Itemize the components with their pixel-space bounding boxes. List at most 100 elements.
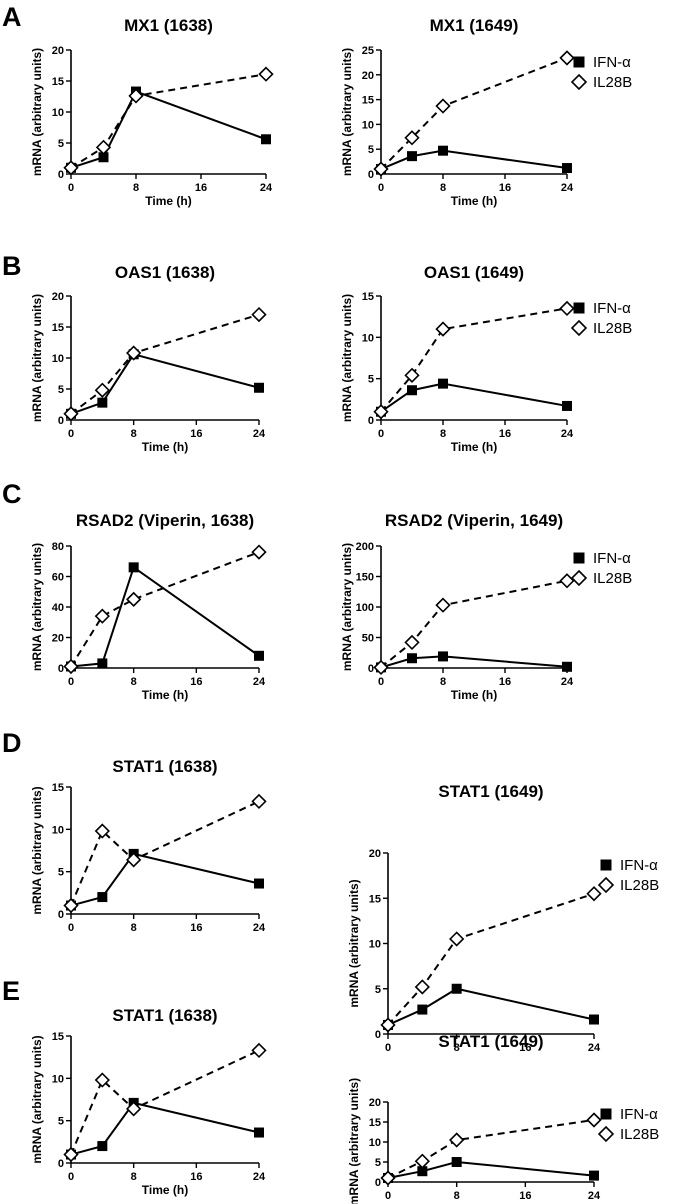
y-tick-label: 15: [52, 1031, 64, 1043]
y-tick-label: 15: [369, 1117, 381, 1129]
panel-letter-e: E: [2, 976, 20, 1006]
data-point: [438, 378, 448, 389]
y-tick-label: 20: [369, 1097, 381, 1109]
chart-title: OAS1 (1638): [115, 263, 215, 282]
y-tick-label: 5: [58, 384, 64, 396]
y-tick-label: 10: [362, 119, 374, 131]
data-point: [559, 300, 575, 317]
x-tick-label: 8: [131, 676, 137, 688]
y-tick-label: 5: [58, 867, 64, 879]
panel-letter-c: C: [2, 479, 22, 509]
data-point: [435, 321, 451, 337]
x-tick-label: 0: [385, 1042, 391, 1054]
data-point: [126, 591, 142, 608]
y-tick-label: 10: [369, 939, 381, 951]
data-point: [438, 145, 448, 156]
x-tick-label: 8: [133, 182, 139, 194]
series-line: [70, 1049, 260, 1155]
legend-marker-diamond: [570, 319, 588, 337]
data-point: [126, 345, 142, 361]
y-axis-label: mRNA (arbitrary units): [347, 1078, 361, 1204]
data-point: [586, 886, 602, 902]
x-tick-label: 8: [131, 922, 137, 934]
chart-title: STAT1 (1638): [112, 757, 217, 776]
legend-marker-square: [573, 302, 585, 314]
x-tick-label: 8: [454, 1190, 460, 1202]
chart-a-left: MX1 (1638) 0 5 10 15 20 0 8 16 24 Time (h) mRNA (ar…: [30, 16, 274, 208]
data-point: [97, 1141, 108, 1152]
legend-label: IL28B: [620, 1126, 659, 1143]
y-tick-label: 10: [52, 353, 64, 365]
data-point: [435, 597, 451, 613]
series-line: [70, 551, 260, 668]
y-tick-label: 15: [52, 322, 64, 334]
legend-label: IFN-α: [620, 1106, 658, 1123]
data-point: [562, 163, 572, 174]
y-tick-label: 20: [52, 291, 64, 303]
x-axis-label: Time (h): [451, 688, 497, 702]
x-tick-label: 24: [253, 676, 266, 688]
data-point: [417, 1004, 428, 1015]
series-ifn-alpha: [376, 651, 572, 673]
y-tick-label: 10: [52, 824, 64, 836]
x-tick-label: 8: [440, 182, 446, 194]
series-ifn-alpha: [66, 848, 264, 911]
x-tick-label: 8: [454, 1042, 460, 1054]
legend-marker-diamond: [597, 876, 615, 894]
legend-marker-square: [573, 552, 585, 564]
data-point: [126, 852, 142, 868]
legend-marker-square: [600, 859, 612, 871]
y-tick-label: 10: [362, 332, 374, 344]
legend-marker-square: [573, 56, 585, 68]
y-tick-label: 20: [52, 633, 64, 645]
chart-title: OAS1 (1649): [424, 263, 524, 282]
chart-title: STAT1 (1649): [438, 782, 543, 801]
y-tick-label: 5: [368, 374, 374, 386]
legend-label: IL28B: [593, 320, 632, 337]
series-line: [387, 1119, 595, 1179]
legend: IFN-α IL28B: [597, 1106, 659, 1143]
series-il28b: [373, 50, 575, 177]
data-point: [404, 367, 420, 383]
y-tick-label: 0: [58, 415, 64, 427]
charts-group: MX1 (1638) 0 5 10 15 20 0 8 16 24 Time (h) mRNA (ar…: [30, 16, 659, 1204]
data-point: [63, 406, 79, 422]
data-point: [449, 931, 465, 947]
series-line: [70, 852, 260, 907]
data-point: [254, 1127, 264, 1138]
x-tick-label: 8: [440, 676, 446, 688]
chart-b-left: OAS1 (1638) 0 5 10 15 20 0 8 16 24 Time (h) mRNA (a…: [30, 263, 267, 454]
data-point: [251, 306, 267, 323]
data-point: [407, 151, 417, 162]
legend-marker-diamond: [597, 1125, 615, 1143]
chart-title: STAT1 (1638): [112, 1006, 217, 1025]
series-line: [380, 655, 568, 669]
data-point: [251, 1042, 267, 1059]
data-point: [562, 661, 572, 672]
legend-label: IFN-α: [593, 550, 631, 567]
series-line: [70, 90, 267, 169]
x-tick-label: 16: [499, 182, 511, 194]
legend-label: IFN-α: [593, 54, 631, 71]
series-line: [70, 1101, 260, 1156]
data-point: [251, 793, 267, 810]
panel-letter-d: D: [2, 728, 22, 758]
y-tick-label: 15: [362, 291, 374, 303]
series-il28b: [63, 793, 267, 914]
chart-e-right: STAT1 (1649) 0 5 10 15 20 0 8 16 24 mRNA (arbitrar…: [347, 1032, 659, 1204]
legend: IFN-α IL28B: [570, 300, 632, 337]
chart-d-left: STAT1 (1638) 0 5 10 15 0 8 16 24 mRNA (arbitrary …: [30, 757, 267, 934]
x-tick-label: 0: [385, 1190, 391, 1202]
x-tick-label: 24: [253, 1171, 266, 1183]
data-point: [63, 1146, 79, 1163]
data-point: [586, 1112, 602, 1128]
series-line: [380, 149, 568, 170]
data-point: [63, 658, 79, 675]
data-point: [97, 892, 108, 903]
x-tick-label: 0: [68, 1171, 74, 1183]
chart-title: MX1 (1638): [124, 16, 213, 35]
data-point: [261, 134, 271, 145]
y-tick-label: 20: [369, 848, 381, 860]
series-il28b: [63, 1042, 267, 1163]
data-point: [589, 1014, 599, 1025]
